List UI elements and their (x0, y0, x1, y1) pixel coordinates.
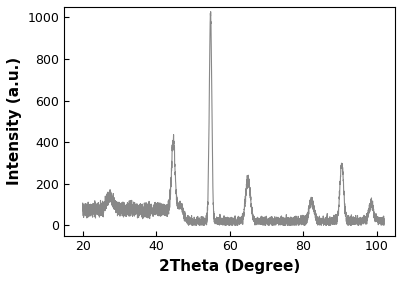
X-axis label: 2Theta (Degree): 2Theta (Degree) (159, 259, 300, 274)
Y-axis label: Intensity (a.u.): Intensity (a.u.) (7, 57, 22, 185)
